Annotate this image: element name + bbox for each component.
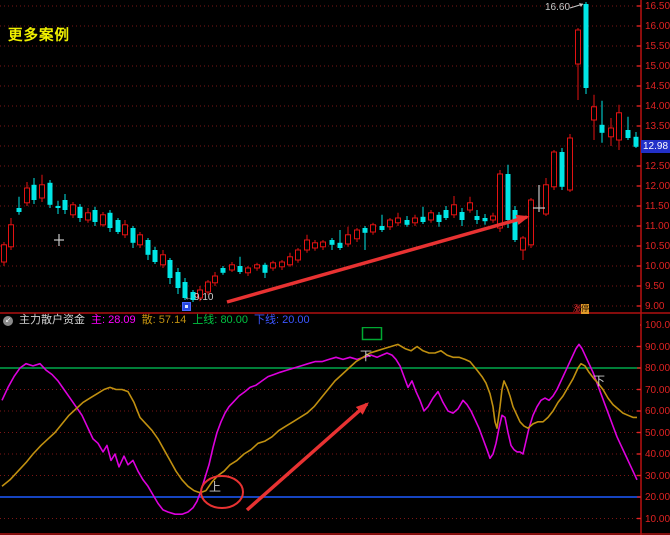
field-label: 上线: xyxy=(192,314,218,326)
axis-tick-label: 60.00 xyxy=(645,406,670,417)
indicator-value-retail: 散: 57.14 xyxy=(142,314,187,327)
sell-signal-label: 下 xyxy=(593,374,606,388)
indicator-lower-band: 下线: 20.00 xyxy=(254,314,310,327)
axis-tick-label: 10.00 xyxy=(645,261,670,272)
axis-tick-label: 20.00 xyxy=(645,492,670,503)
axis-tick-label: 9.50 xyxy=(645,281,665,292)
axis-tick-label: 10.50 xyxy=(645,241,670,252)
field-label: 主: xyxy=(91,314,106,326)
axis-tick-label: 100.00 xyxy=(645,320,670,331)
axis-tick-label: 13.50 xyxy=(645,121,670,132)
axis-tick-label: 12.00 xyxy=(645,181,670,192)
axis-tick-label: 9.00 xyxy=(645,301,665,312)
indicator-header[interactable]: ↙ 主力散户资金 主: 28.09 散: 57.14 上线: 80.00 下线:… xyxy=(0,314,640,327)
limit-badge-char: 停 xyxy=(581,304,589,314)
axis-tick-label: 90.00 xyxy=(645,341,670,353)
axis-tick-label: 11.50 xyxy=(645,201,670,212)
buy-signal-label: 上 xyxy=(209,480,222,494)
field-value: 28.09 xyxy=(108,314,136,326)
axis-tick-label: 50.00 xyxy=(645,427,670,439)
indicator-name[interactable]: 主力散户资金 xyxy=(19,314,85,326)
indicator-collapse-icon[interactable]: ↙ xyxy=(3,315,13,326)
axis-tick-label: 70.00 xyxy=(645,384,670,396)
field-label: 散: xyxy=(141,314,156,326)
field-label: 下线: xyxy=(253,314,280,326)
watermark-text: 更多案例 xyxy=(8,28,70,44)
axis-tick-label: 15.00 xyxy=(645,61,670,72)
sell-signal-label: 下 xyxy=(360,349,373,363)
axis-tick-label: 11.00 xyxy=(645,221,670,232)
axis-tick-label: 16.50 xyxy=(645,0,670,12)
axis-tick-label: 10.00 xyxy=(645,513,670,525)
limit-badge-char: 涨 xyxy=(573,304,581,313)
axis-tick-label: 15.50 xyxy=(645,41,670,52)
axis-tick-label: 40.00 xyxy=(645,449,670,460)
axis-tick-label: 30.00 xyxy=(645,470,670,482)
low-price-annotation: ←9.10 xyxy=(184,292,214,303)
axis-tick-label: 14.00 xyxy=(645,101,670,112)
field-value: 20.00 xyxy=(282,314,310,326)
current-price-tag: 12.98 xyxy=(641,140,670,153)
axis-tick-label: 12.50 xyxy=(645,161,670,172)
indicator-upper-band: 上线: 80.00 xyxy=(192,314,248,327)
field-value: 80.00 xyxy=(220,314,248,326)
axis-tick-label: 80.00 xyxy=(645,363,670,374)
high-price-annotation: 16.60 xyxy=(545,2,571,13)
field-value: 57.14 xyxy=(158,314,187,326)
event-marker-icon[interactable] xyxy=(182,302,191,311)
axis-tick-label: 16.00 xyxy=(645,21,670,32)
limit-up-badge: 涨 停 xyxy=(573,304,589,314)
indicator-value-main: 主: 28.09 xyxy=(91,314,136,327)
axis-tick-label: 14.50 xyxy=(645,81,670,92)
